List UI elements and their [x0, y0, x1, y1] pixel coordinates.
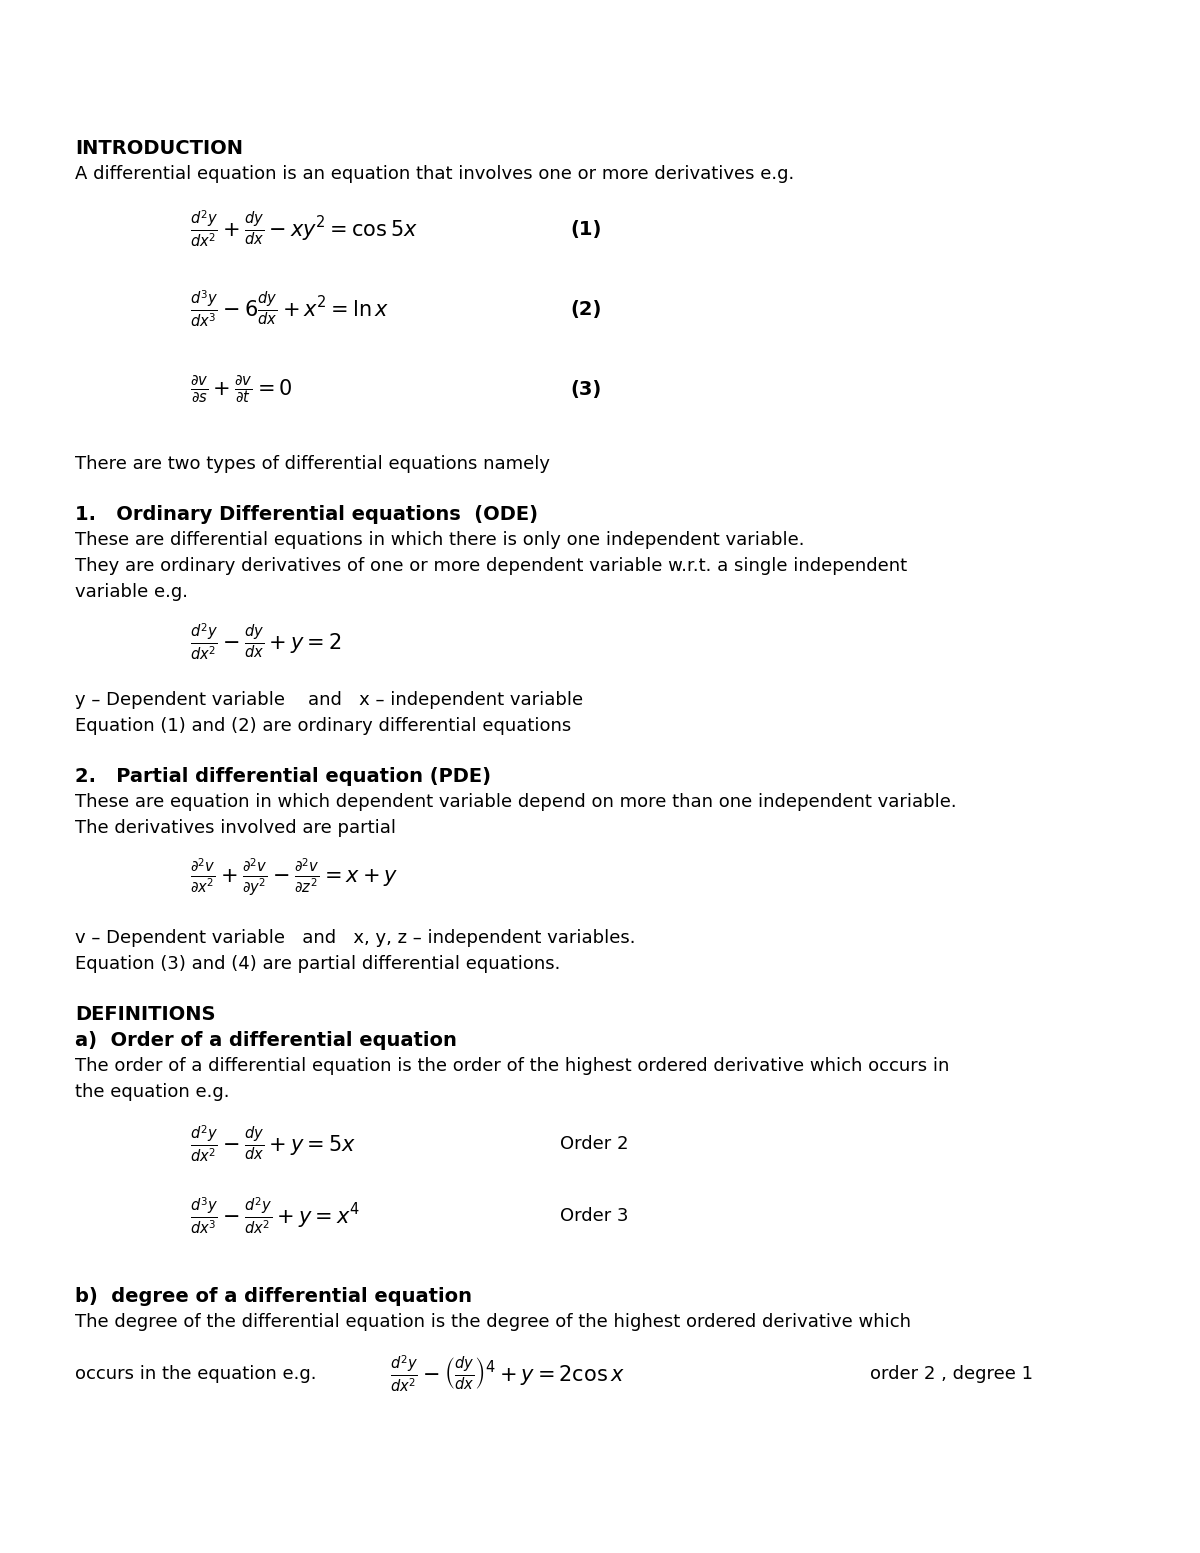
Text: b)  degree of a differential equation: b) degree of a differential equation — [74, 1286, 472, 1306]
Text: Order 3: Order 3 — [560, 1207, 629, 1225]
Text: (3): (3) — [570, 379, 601, 399]
Text: $\frac{d^2 y}{dx^2} + \frac{dy}{dx} - xy^2 = \cos 5x$: $\frac{d^2 y}{dx^2} + \frac{dy}{dx} - xy… — [190, 208, 418, 250]
Text: These are equation in which dependent variable depend on more than one independe: These are equation in which dependent va… — [74, 794, 956, 811]
Text: 2.   Partial differential equation (PDE): 2. Partial differential equation (PDE) — [74, 767, 491, 786]
Text: y – Dependent variable    and   x – independent variable: y – Dependent variable and x – independe… — [74, 691, 583, 710]
Text: These are differential equations in which there is only one independent variable: These are differential equations in whic… — [74, 531, 804, 550]
Text: $\frac{d^2 y}{dx^2} - \frac{dy}{dx} + y = 2$: $\frac{d^2 y}{dx^2} - \frac{dy}{dx} + y … — [190, 621, 342, 663]
Text: occurs in the equation e.g.: occurs in the equation e.g. — [74, 1365, 317, 1384]
Text: The degree of the differential equation is the degree of the highest ordered der: The degree of the differential equation … — [74, 1312, 911, 1331]
Text: INTRODUCTION: INTRODUCTION — [74, 138, 242, 157]
Text: $\frac{\partial v}{\partial s} + \frac{\partial v}{\partial t} = 0$: $\frac{\partial v}{\partial s} + \frac{\… — [190, 373, 293, 405]
Text: $\frac{d^2 y}{dx^2} - \left(\frac{dy}{dx}\right)^4 + y = 2\cos x$: $\frac{d^2 y}{dx^2} - \left(\frac{dy}{dx… — [390, 1354, 625, 1395]
Text: $\frac{\partial^2 v}{\partial x^2} + \frac{\partial^2 v}{\partial y^2} - \frac{\: $\frac{\partial^2 v}{\partial x^2} + \fr… — [190, 857, 398, 899]
Text: v – Dependent variable   and   x, y, z – independent variables.: v – Dependent variable and x, y, z – ind… — [74, 929, 636, 947]
Text: The derivatives involved are partial: The derivatives involved are partial — [74, 818, 396, 837]
Text: variable e.g.: variable e.g. — [74, 582, 188, 601]
Text: the equation e.g.: the equation e.g. — [74, 1082, 229, 1101]
Text: Equation (1) and (2) are ordinary differential equations: Equation (1) and (2) are ordinary differ… — [74, 717, 571, 735]
Text: $\frac{d^3 y}{dx^3} - 6\frac{dy}{dx} + x^2 = \ln x$: $\frac{d^3 y}{dx^3} - 6\frac{dy}{dx} + x… — [190, 289, 389, 329]
Text: A differential equation is an equation that involves one or more derivatives e.g: A differential equation is an equation t… — [74, 165, 794, 183]
Text: (1): (1) — [570, 219, 601, 239]
Text: (2): (2) — [570, 300, 601, 318]
Text: There are two types of differential equations namely: There are two types of differential equa… — [74, 455, 550, 474]
Text: DEFINITIONS: DEFINITIONS — [74, 1005, 216, 1023]
Text: $\frac{d^3 y}{dx^3} - \frac{d^2 y}{dx^2} + y = x^4$: $\frac{d^3 y}{dx^3} - \frac{d^2 y}{dx^2}… — [190, 1196, 360, 1236]
Text: The order of a differential equation is the order of the highest ordered derivat: The order of a differential equation is … — [74, 1058, 949, 1075]
Text: Order 2: Order 2 — [560, 1135, 629, 1152]
Text: Equation (3) and (4) are partial differential equations.: Equation (3) and (4) are partial differe… — [74, 955, 560, 974]
Text: $\frac{d^2 y}{dx^2} - \frac{dy}{dx} + y = 5x$: $\frac{d^2 y}{dx^2} - \frac{dy}{dx} + y … — [190, 1123, 356, 1165]
Text: a)  Order of a differential equation: a) Order of a differential equation — [74, 1031, 457, 1050]
Text: 1.   Ordinary Differential equations  (ODE): 1. Ordinary Differential equations (ODE) — [74, 505, 538, 523]
Text: order 2 , degree 1: order 2 , degree 1 — [870, 1365, 1033, 1384]
Text: They are ordinary derivatives of one or more dependent variable w.r.t. a single : They are ordinary derivatives of one or … — [74, 558, 907, 575]
